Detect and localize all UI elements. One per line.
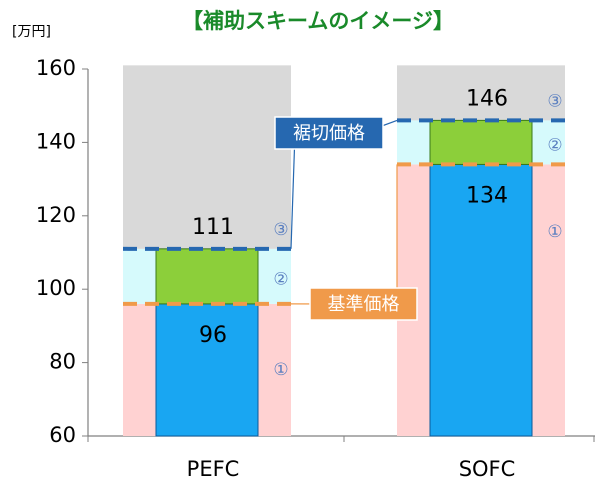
y-tick-label: 100 xyxy=(36,276,76,300)
zone-label: ② xyxy=(547,135,562,155)
plot-area: 60 80 100 120 140 160 111 96 ③ ② ① PEFC 146 134 ③ ② ① SOF… xyxy=(36,56,595,481)
y-unit: [万円] xyxy=(12,24,51,40)
zone-label: ① xyxy=(547,222,562,242)
zone-label: ① xyxy=(273,360,288,380)
x-tick-label: PEFC xyxy=(187,457,240,481)
value-label: 111 xyxy=(192,215,234,240)
zone-label: ② xyxy=(273,269,288,289)
zone-label: ③ xyxy=(273,220,288,240)
value-label: 134 xyxy=(466,183,508,208)
y-tick-label: 120 xyxy=(36,203,76,227)
x-tick-label: SOFC xyxy=(459,457,516,481)
bar xyxy=(430,120,532,164)
value-label: 146 xyxy=(466,86,508,111)
y-tick-label: 80 xyxy=(49,350,76,374)
y-tick-label: 160 xyxy=(36,56,76,80)
value-label: 96 xyxy=(199,323,227,348)
callout-label: 基準価格 xyxy=(328,294,400,315)
bar xyxy=(156,249,258,304)
zone-label: ③ xyxy=(547,91,562,111)
y-tick-label: 140 xyxy=(36,129,76,153)
callout-label: 裾切価格 xyxy=(293,123,365,144)
callout-line xyxy=(291,133,295,249)
chart-title: 【補助スキームのイメージ】 xyxy=(182,9,454,33)
y-tick-label: 60 xyxy=(49,423,76,447)
